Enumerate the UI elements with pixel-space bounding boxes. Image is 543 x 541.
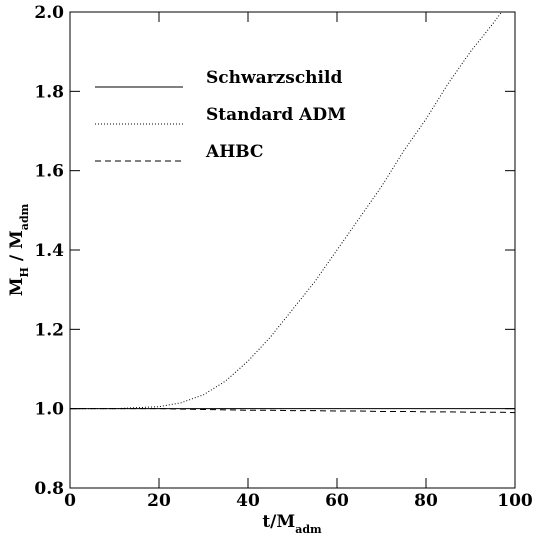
legend-label: Schwarzschild bbox=[206, 68, 342, 88]
legend-label: Standard ADM bbox=[206, 105, 346, 125]
x-tick-label: 20 bbox=[147, 491, 171, 511]
series-line bbox=[70, 11, 503, 410]
y-label-main: M bbox=[7, 277, 27, 296]
x-tick-label: 40 bbox=[236, 491, 260, 511]
y-axis-label: MH / Madm bbox=[7, 203, 31, 296]
y-tick-label: 1.8 bbox=[34, 82, 64, 102]
legend-label: AHBC bbox=[205, 142, 263, 162]
x-tick-label: 80 bbox=[414, 491, 438, 511]
y-tick-label: 1.6 bbox=[34, 162, 64, 182]
x-label-main: t/M bbox=[262, 512, 295, 532]
y-tick-label: 1.2 bbox=[34, 320, 64, 340]
y-label-main: / M bbox=[7, 230, 27, 267]
series-line bbox=[70, 408, 516, 414]
y-tick-label: 2.0 bbox=[34, 3, 64, 23]
y-tick-label: 1.4 bbox=[34, 241, 64, 261]
x-tick-label: 0 bbox=[64, 491, 76, 511]
x-tick-label: 100 bbox=[497, 491, 533, 511]
y-tick-label: 0.8 bbox=[34, 479, 64, 499]
x-label-sub: adm bbox=[295, 523, 322, 536]
x-axis-label: t/Madm bbox=[262, 512, 322, 536]
y-label-sub: adm bbox=[18, 203, 31, 230]
y-label-sub: H bbox=[18, 267, 31, 277]
y-tick-label: 1.0 bbox=[34, 400, 64, 420]
x-tick-label: 60 bbox=[325, 491, 349, 511]
